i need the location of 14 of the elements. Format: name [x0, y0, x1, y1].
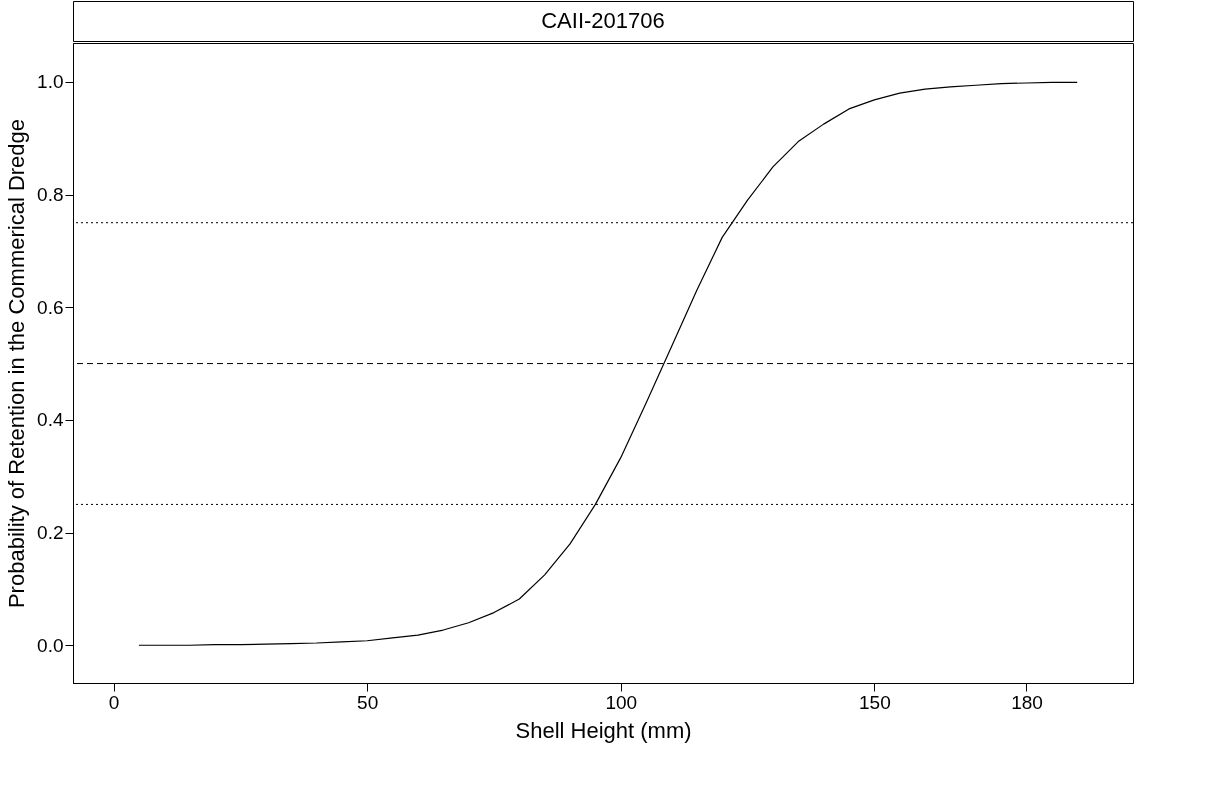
y-tick-label: 0.4 — [37, 409, 64, 431]
x-tick-label: 100 — [605, 691, 638, 713]
x-tick-label: 180 — [1011, 691, 1043, 713]
x-tick-label: 0 — [108, 691, 120, 713]
y-tick-label: 0.8 — [37, 184, 64, 206]
x-tick-label: 150 — [858, 691, 891, 713]
x-tick-label: 50 — [357, 691, 379, 713]
x-axis-title: Shell Height (mm) — [515, 717, 692, 743]
y-tick-label: 0.0 — [37, 634, 64, 656]
y-axis-title: Probability of Retention in the Commerical Dredge — [4, 118, 30, 609]
chart-title: CAII-201706 — [541, 8, 665, 33]
y-tick-label: 1.0 — [37, 71, 64, 93]
y-tick-label: 0.2 — [37, 522, 64, 544]
y-tick-label: 0.6 — [37, 296, 64, 318]
